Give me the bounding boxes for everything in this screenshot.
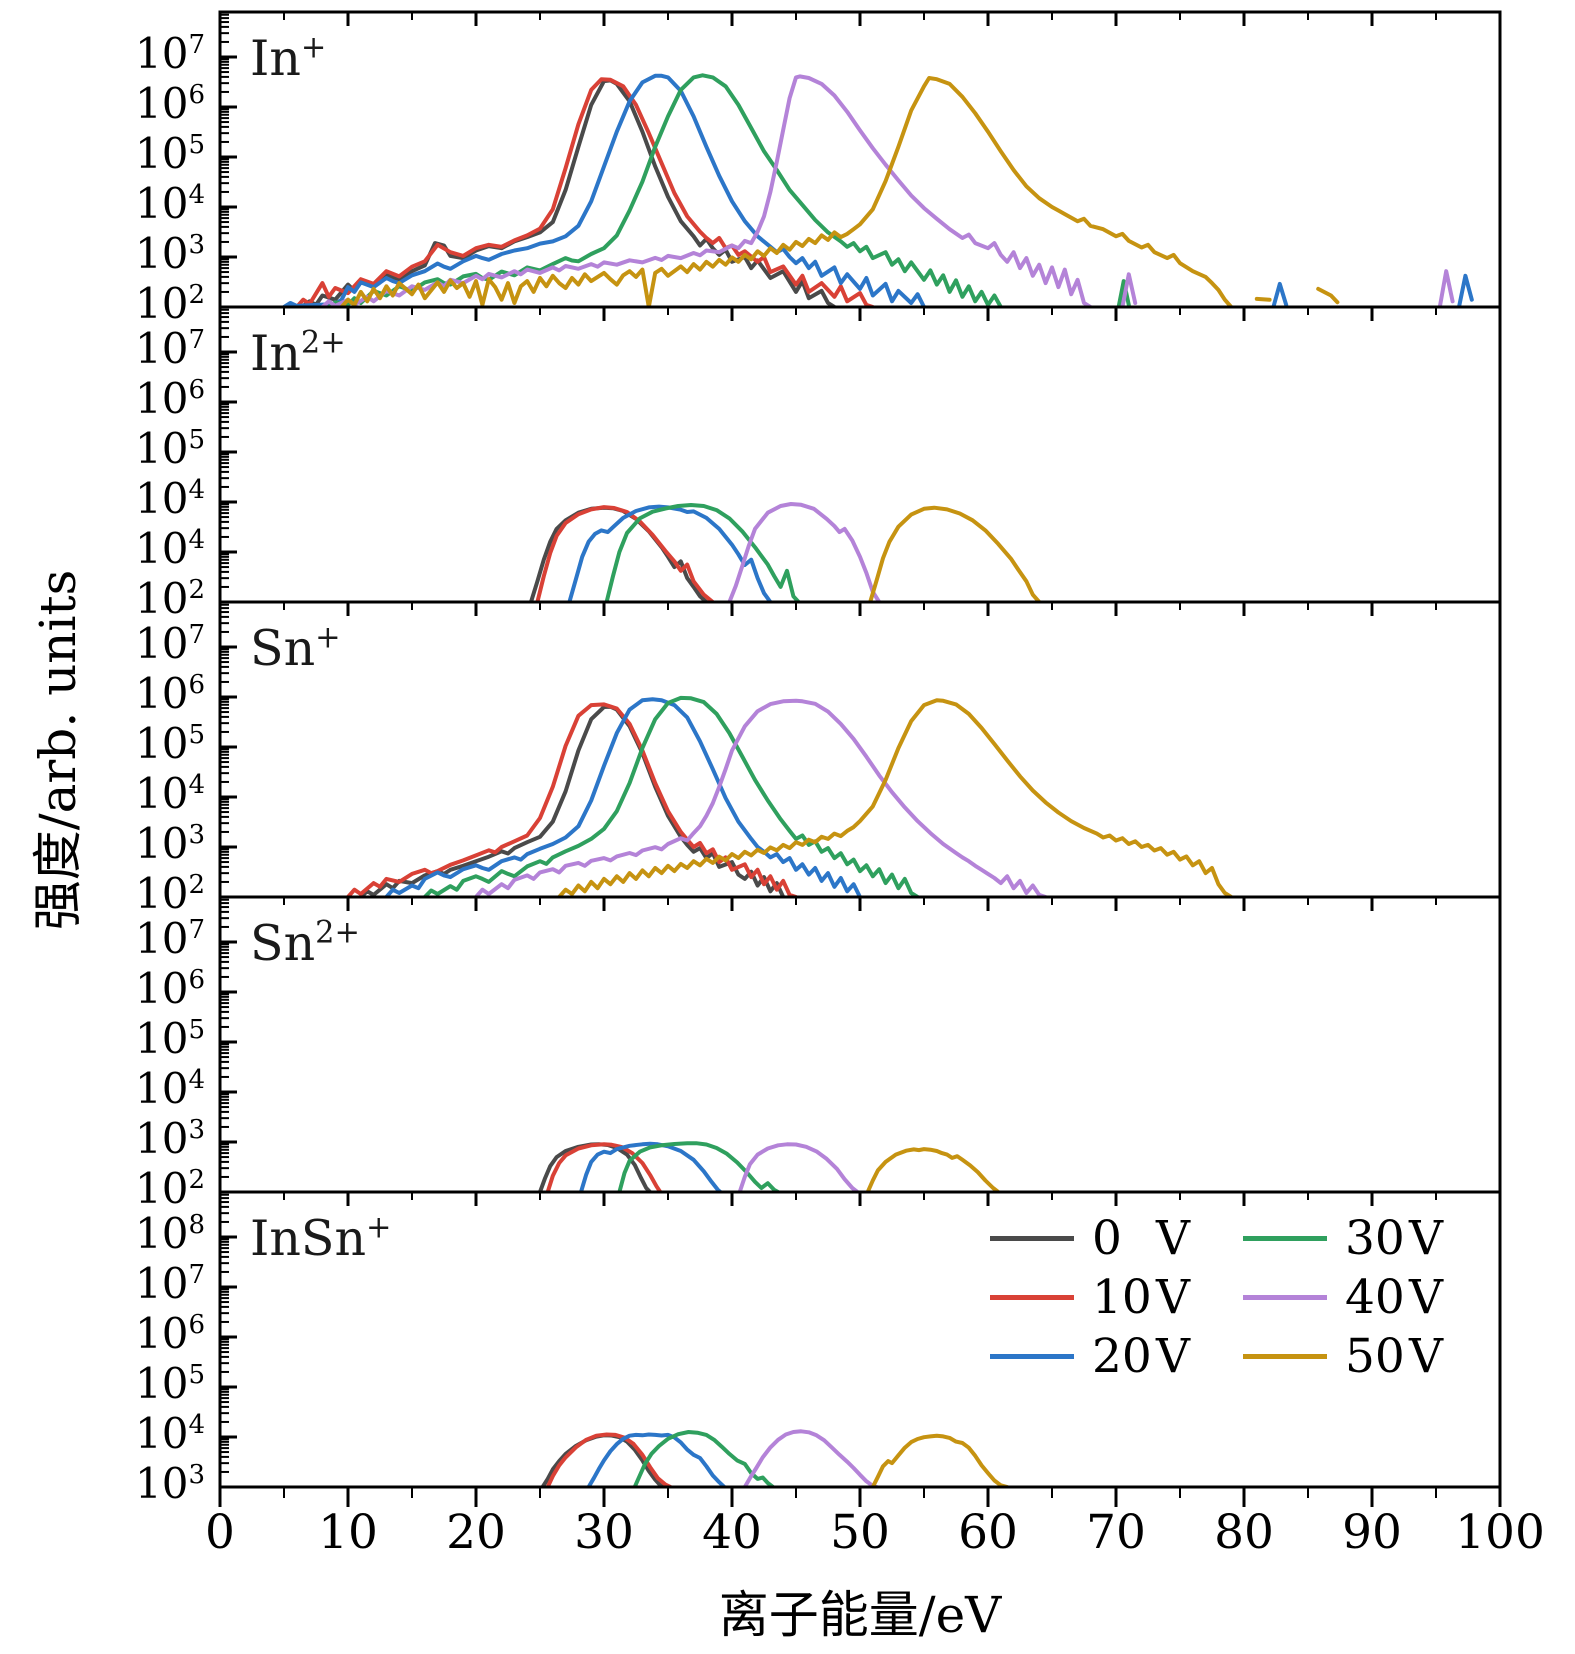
y-tick-label: 105 [134,424,205,473]
panel-0-border [218,10,1502,309]
series-40-v [1437,269,1455,307]
series-50-v [868,505,1042,602]
x-tick-label: 50 [830,1505,890,1560]
panel-label-in1: In+ [250,30,327,87]
legend-line-30v [1243,1235,1327,1241]
y-tick-label: 104 [134,1409,205,1458]
y-tick-label: 104 [134,1064,205,1113]
series-20-v [282,73,926,307]
series-40-v [737,1142,860,1192]
legend-line-10v [990,1294,1074,1300]
panel-2-series [346,695,1234,897]
series-20-v [586,1432,727,1487]
series-40-v [742,1429,879,1487]
y-tick-label: 103 [134,1459,205,1508]
y-tick-label: 107 [134,619,205,668]
y-tick-label: 105 [134,719,205,768]
y-tick-label: 103 [134,229,205,278]
series-40-v [1120,272,1138,307]
series-10-v [545,1142,663,1192]
legend-entry-10v: 10 V [990,1269,1190,1325]
series-40-v [727,502,882,602]
y-tick-label: 106 [134,1309,205,1358]
series-50-v [870,1433,1010,1487]
x-tick-label: 40 [702,1505,762,1560]
x-tick-label: 30 [574,1505,634,1560]
legend-line-20v [990,1353,1074,1359]
series-20-v [384,697,862,897]
y-tick-label: 107 [134,1259,205,1308]
y-tick-label: 107 [134,29,205,78]
y-tick-label: 106 [134,79,205,128]
series-30-v [632,1430,775,1487]
series-30-v [422,695,920,897]
series-20-v [1271,281,1289,307]
panel-label-insn: InSn+ [250,1210,392,1267]
y-tick-label: 102 [134,279,205,328]
series-30-v [1116,279,1131,307]
panel-1-series [529,502,1042,602]
series-50-v [557,698,1234,897]
y-tick-label: 104 [134,769,205,818]
y-tick-label: 107 [134,914,205,963]
y-tick-label: 106 [134,374,205,423]
series-50-v [339,76,1234,307]
series-20-v [579,1141,723,1192]
y-tick-label: 102 [134,1164,205,1213]
y-tick-label: 102 [134,574,205,623]
x-tick-label: 10 [318,1505,378,1560]
y-tick-label: 103 [134,819,205,868]
y-tick-label: 104 [134,524,205,573]
legend-line-40v [1243,1294,1327,1300]
y-tick-label: 105 [134,1359,205,1408]
y-tick-label: 105 [134,129,205,178]
panel-label-sn2: Sn2+ [250,915,360,972]
panel-label-sn1: Sn+ [250,620,341,677]
x-tick-label: 100 [1455,1505,1545,1560]
x-axis-title: 离子能量/eV [718,1586,1002,1644]
legend-entry-50v: 50 V [1243,1328,1443,1384]
y-tick-label: 102 [134,869,205,918]
panel-3-border [218,895,1502,1194]
panel-3-series [538,1141,1001,1192]
y-tick-label: 105 [134,1014,205,1063]
legend-entry-30v: 30 V [1243,1210,1443,1266]
x-tick-label: 0 [205,1505,235,1560]
series-20-v [1457,273,1474,307]
y-tick-label: 108 [134,1209,205,1258]
series-10-v [535,505,715,602]
panel-4-series [540,1429,1010,1487]
series-50-v [1316,286,1340,305]
legend-entry-20v: 20 V [990,1328,1190,1384]
y-tick-label: 106 [134,964,205,1013]
series-30-v [617,1141,781,1192]
y-tick-label: 106 [134,669,205,718]
y-tick-label: 104 [134,474,205,523]
y-tick-label: 104 [134,179,205,228]
series-50-v [865,1147,1001,1192]
series-10-v [346,702,798,897]
series-10-v [294,77,875,307]
y-tick-label: 103 [134,1114,205,1163]
series-50-v [1254,296,1272,302]
x-tick-label: 60 [958,1505,1018,1560]
series-10-v [545,1432,673,1487]
y-tick-label: 107 [134,324,205,373]
legend-entry-40v: 40 V [1243,1269,1443,1325]
series-40-v [474,698,1048,897]
x-tick-label: 20 [446,1505,506,1560]
x-tick-label: 80 [1214,1505,1274,1560]
x-tick-label: 90 [1342,1505,1402,1560]
legend-line-0v [990,1235,1074,1241]
panel-0-series [282,73,1474,307]
legend-line-50v [1243,1353,1327,1359]
panel-label-in2: In2+ [250,325,346,382]
x-tick-label: 70 [1086,1505,1146,1560]
series-30-v [604,503,801,602]
